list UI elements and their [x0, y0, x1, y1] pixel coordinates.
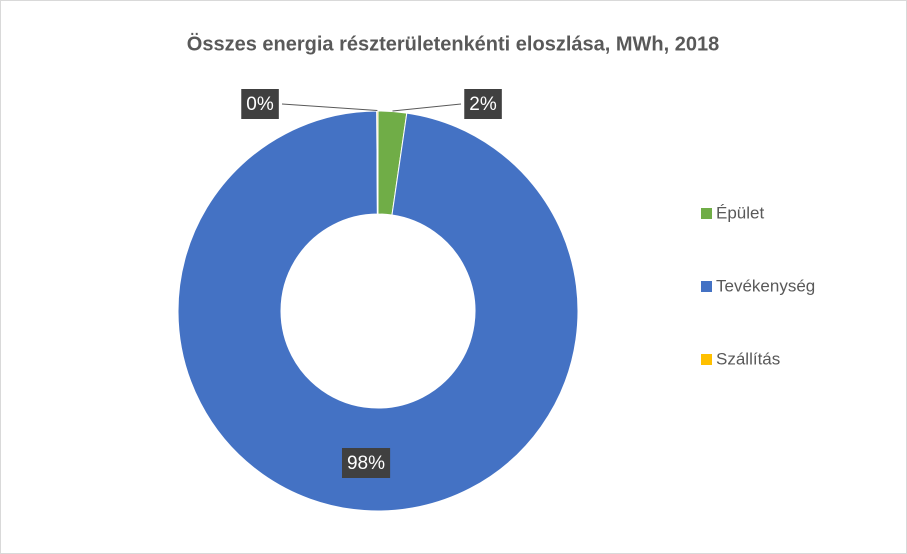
donut-slice [177, 110, 579, 512]
leader-line [281, 103, 378, 111]
legend-label: Tevékenység [716, 276, 815, 295]
legend-label: Szállítás [716, 349, 780, 368]
data-label-box [241, 89, 279, 119]
legend-swatch [701, 208, 712, 219]
data-label: 98% [347, 453, 385, 474]
legend-label: Épület [716, 203, 764, 222]
legend-swatch [701, 354, 712, 365]
legend-swatch [701, 281, 712, 292]
chart-title: Összes energia részterületenkénti eloszl… [187, 32, 719, 55]
leader-line [392, 103, 462, 112]
data-label: 2% [469, 94, 497, 115]
data-label: 0% [246, 94, 274, 115]
donut-slice [376, 110, 379, 215]
data-label-box [341, 448, 391, 478]
data-label-box [464, 89, 502, 119]
